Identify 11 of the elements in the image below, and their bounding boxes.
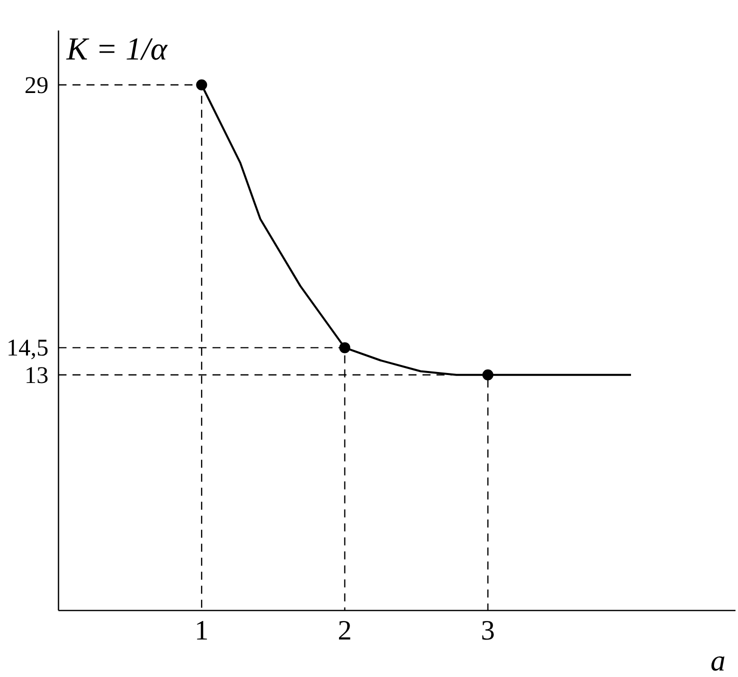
- x-tick-label: 3: [480, 616, 495, 646]
- point: [196, 79, 208, 90]
- x-axis-title: a: [710, 644, 726, 677]
- point: [339, 342, 350, 354]
- y-tick-label: 14,5: [6, 336, 48, 362]
- x-tick-label: 2: [338, 616, 352, 646]
- y-tick-label: 29: [24, 72, 48, 99]
- y-tick-label: 13: [24, 362, 48, 389]
- x-tick-label: 1: [194, 616, 209, 646]
- y-axis-title: K = 1/α: [66, 30, 168, 66]
- point: [482, 369, 494, 380]
